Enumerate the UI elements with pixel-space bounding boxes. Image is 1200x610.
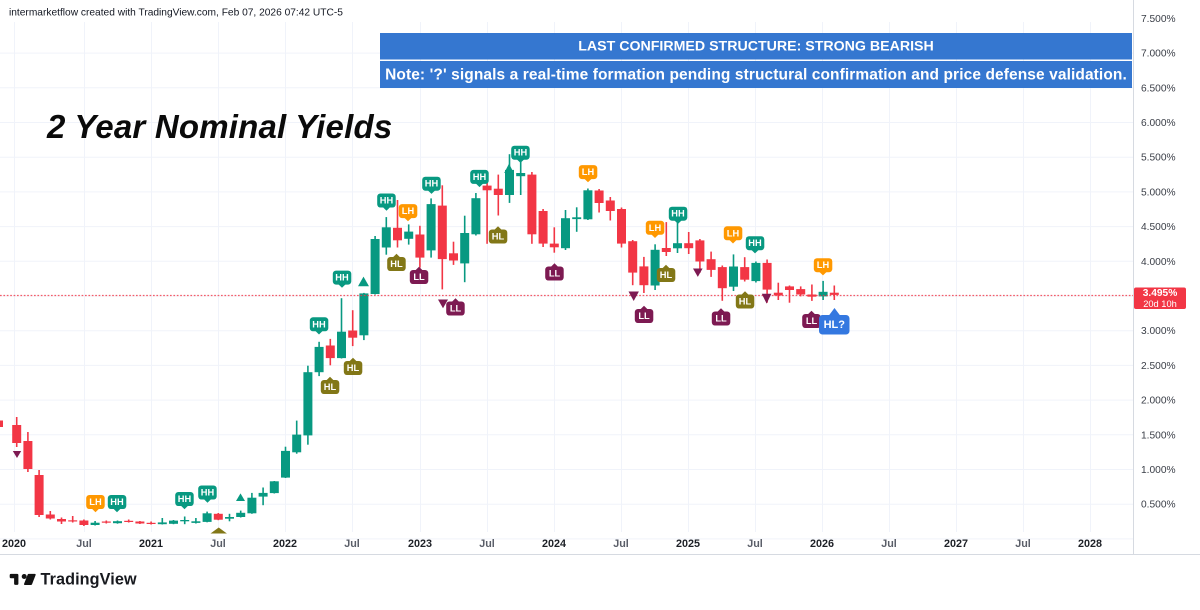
svg-text:LH: LH <box>649 223 662 233</box>
svg-text:LH: LH <box>89 497 102 507</box>
svg-text:LAST CONFIRMED STRUCTURE: STRO: LAST CONFIRMED STRUCTURE: STRONG BEARISH <box>578 39 933 55</box>
svg-text:4.000%: 4.000% <box>1141 257 1176 268</box>
svg-text:HH: HH <box>335 273 349 283</box>
svg-text:Jul: Jul <box>210 538 226 550</box>
svg-text:Jul: Jul <box>613 538 629 550</box>
svg-text:Jul: Jul <box>881 538 897 550</box>
svg-text:Jul: Jul <box>747 538 763 550</box>
svg-text:HH: HH <box>473 172 487 182</box>
svg-text:LH: LH <box>582 167 595 177</box>
svg-text:2020: 2020 <box>2 538 26 550</box>
svg-text:7.500%: 7.500% <box>1141 14 1176 25</box>
svg-text:2028: 2028 <box>1078 538 1102 550</box>
svg-text:HH: HH <box>671 209 685 219</box>
svg-text:6.500%: 6.500% <box>1141 83 1176 94</box>
svg-text:2025: 2025 <box>676 538 700 550</box>
svg-text:LL: LL <box>638 311 650 321</box>
svg-text:HL: HL <box>324 382 337 392</box>
svg-text:HL: HL <box>492 232 505 242</box>
svg-text:2.000%: 2.000% <box>1141 396 1176 407</box>
svg-text:HH: HH <box>110 497 124 507</box>
svg-text:2022: 2022 <box>273 538 297 550</box>
svg-text:HH: HH <box>312 319 326 329</box>
svg-text:LH: LH <box>727 228 740 238</box>
svg-text:2021: 2021 <box>139 538 163 550</box>
svg-text:LL: LL <box>715 314 727 324</box>
svg-text:2026: 2026 <box>810 538 834 550</box>
svg-text:Jul: Jul <box>344 538 360 550</box>
svg-text:HH: HH <box>201 488 215 498</box>
svg-text:1.500%: 1.500% <box>1141 430 1176 441</box>
svg-text:intermarketflow created with T: intermarketflow created with TradingView… <box>9 8 343 19</box>
svg-text:LL: LL <box>450 304 462 314</box>
svg-text:LH: LH <box>402 206 415 216</box>
svg-text:HH: HH <box>380 196 394 206</box>
svg-text:HL?: HL? <box>824 319 846 331</box>
svg-text:2023: 2023 <box>408 538 432 550</box>
svg-text:LL: LL <box>549 269 561 279</box>
svg-text:1.000%: 1.000% <box>1141 465 1176 476</box>
svg-text:HH: HH <box>425 179 439 189</box>
svg-text:HL: HL <box>660 270 673 280</box>
svg-text:5.000%: 5.000% <box>1141 187 1176 198</box>
svg-text:HL: HL <box>347 363 360 373</box>
svg-text:6.000%: 6.000% <box>1141 118 1176 129</box>
svg-text:LL: LL <box>413 272 425 282</box>
svg-text:5.500%: 5.500% <box>1141 153 1176 164</box>
svg-text:Jul: Jul <box>479 538 495 550</box>
svg-text:LH: LH <box>817 260 830 270</box>
svg-text:HL: HL <box>390 259 403 269</box>
svg-text:Jul: Jul <box>1015 538 1031 550</box>
svg-text:7.000%: 7.000% <box>1141 49 1176 60</box>
svg-text:Jul: Jul <box>76 538 92 550</box>
svg-text:2027: 2027 <box>944 538 968 550</box>
svg-text:2024: 2024 <box>542 538 566 550</box>
svg-text:HL: HL <box>739 297 752 307</box>
svg-text:HH: HH <box>748 238 762 248</box>
svg-text:TradingView: TradingView <box>41 571 137 589</box>
svg-text:2.500%: 2.500% <box>1141 361 1176 372</box>
svg-text:3.495%: 3.495% <box>1143 288 1178 299</box>
svg-text:Note: '?' signals a real-time: Note: '?' signals a real-time formation … <box>385 67 1127 84</box>
svg-text:LL: LL <box>806 316 818 326</box>
svg-text:HH: HH <box>178 494 192 504</box>
svg-text:3.000%: 3.000% <box>1141 326 1176 337</box>
svg-text:4.500%: 4.500% <box>1141 222 1176 233</box>
svg-text:20d 10h: 20d 10h <box>1143 299 1177 309</box>
svg-text:2 Year Nominal Yields: 2 Year Nominal Yields <box>46 108 392 145</box>
svg-text:HH: HH <box>514 148 528 158</box>
svg-text:0.500%: 0.500% <box>1141 500 1176 511</box>
